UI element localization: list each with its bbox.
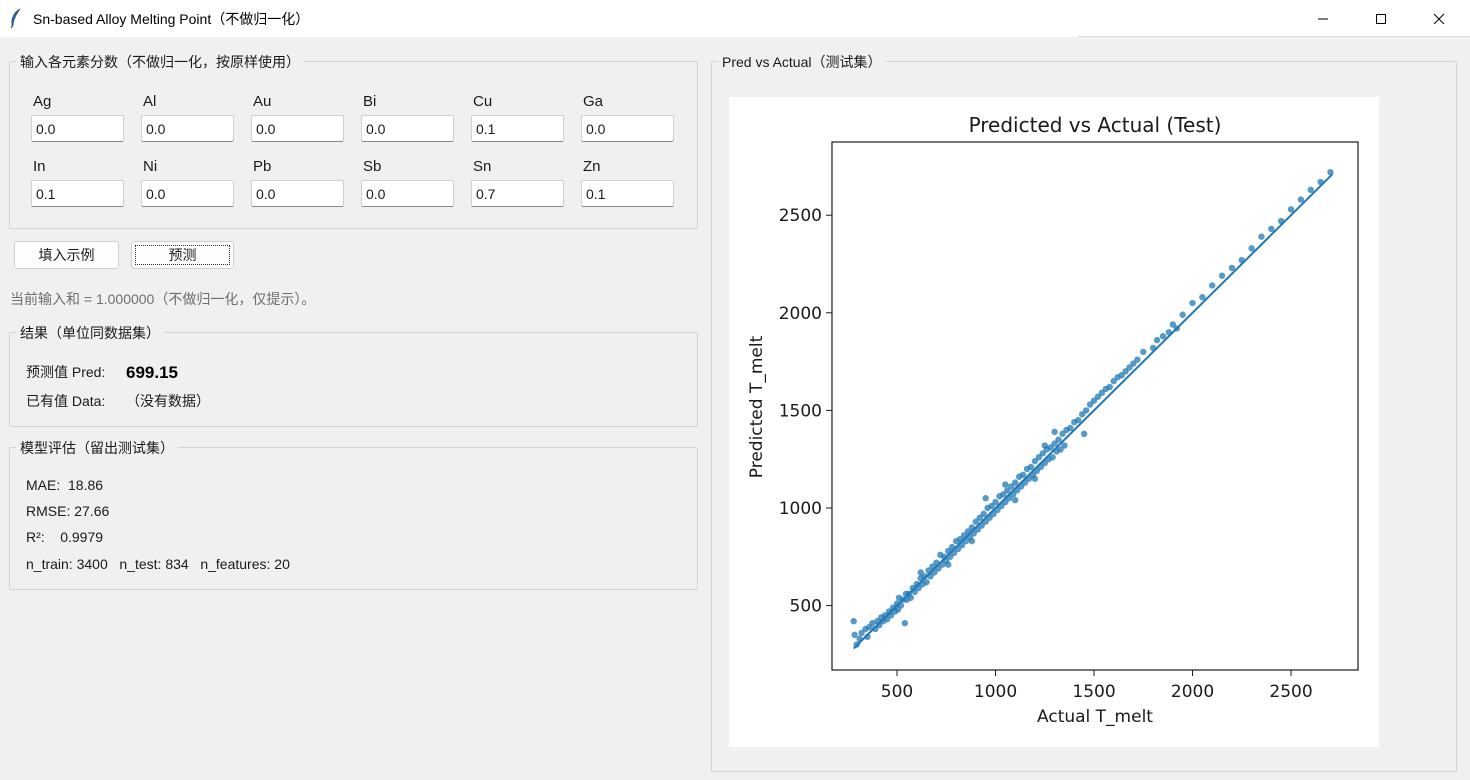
rmse-metric: RMSE: 27.66 bbox=[26, 503, 110, 519]
pred-value: 699.15 bbox=[126, 363, 178, 382]
field-label-in: In bbox=[33, 158, 46, 175]
field-label-au: Au bbox=[253, 93, 272, 110]
field-input-sb[interactable] bbox=[361, 180, 454, 207]
predict-button[interactable]: 预测 bbox=[131, 241, 234, 269]
r2-metric: R²: 0.9979 bbox=[26, 529, 104, 545]
plot-group: Pred vs Actual（测试集） bbox=[711, 52, 1457, 772]
feather-icon bbox=[10, 8, 21, 28]
field-label-bi: Bi bbox=[363, 93, 377, 110]
field-label-pb: Pb bbox=[253, 158, 272, 175]
field-input-zn[interactable] bbox=[581, 180, 674, 207]
field-input-cu[interactable] bbox=[471, 115, 564, 142]
field-input-ni[interactable] bbox=[141, 180, 234, 207]
field-label-ag: Ag bbox=[33, 93, 52, 110]
titlebar-divider bbox=[1078, 36, 1470, 37]
sum-hint: 当前输入和 = 1.000000（不做归一化，仅提示）。 bbox=[10, 291, 316, 307]
evaluation-group-title: 模型评估（留出测试集） bbox=[16, 438, 178, 458]
predict-button-label: 预测 bbox=[168, 247, 197, 263]
field-input-sn[interactable] bbox=[471, 180, 564, 207]
field-label-al: Al bbox=[143, 93, 157, 110]
window-title: Sn-based Alloy Melting Point（不做归一化） bbox=[33, 11, 310, 27]
minimize-button[interactable] bbox=[1300, 0, 1346, 37]
input-group: 输入各元素分数（不做归一化，按原样使用） bbox=[9, 52, 698, 229]
fill-example-button[interactable]: 填入示例 bbox=[14, 241, 119, 269]
field-label-sb: Sb bbox=[363, 158, 382, 175]
plot-group-title: Pred vs Actual（测试集） bbox=[718, 52, 886, 72]
field-input-al[interactable] bbox=[141, 115, 234, 142]
maximize-icon bbox=[1376, 13, 1386, 24]
field-input-pb[interactable] bbox=[251, 180, 344, 207]
field-label-ga: Ga bbox=[583, 93, 604, 110]
focus-ring bbox=[135, 245, 230, 265]
field-label-sn: Sn bbox=[473, 158, 492, 175]
field-input-ag[interactable] bbox=[31, 115, 124, 142]
field-label-zn: Zn bbox=[583, 158, 601, 175]
input-group-title: 输入各元素分数（不做归一化，按原样使用） bbox=[16, 52, 304, 72]
data-label: 已有值 Data: bbox=[26, 393, 106, 409]
plot-canvas bbox=[729, 97, 1379, 747]
maximize-button[interactable] bbox=[1358, 0, 1404, 37]
close-icon bbox=[1433, 13, 1445, 24]
minimize-icon bbox=[1318, 18, 1328, 19]
evaluation-group: 模型评估（留出测试集） bbox=[9, 438, 698, 590]
result-group-title: 结果（单位同数据集） bbox=[16, 323, 164, 343]
field-label-cu: Cu bbox=[473, 93, 493, 110]
pred-label: 预测值 Pred: bbox=[26, 364, 106, 380]
field-input-au[interactable] bbox=[251, 115, 344, 142]
result-group: 结果（单位同数据集） bbox=[9, 323, 698, 427]
title-bar: Sn-based Alloy Melting Point（不做归一化） bbox=[0, 0, 1470, 37]
field-input-in[interactable] bbox=[31, 180, 124, 207]
counts-metric: n_train: 3400 n_test: 834 n_features: 20 bbox=[26, 556, 290, 572]
field-input-bi[interactable] bbox=[361, 115, 454, 142]
field-label-ni: Ni bbox=[143, 158, 158, 175]
data-value: （没有数据） bbox=[126, 393, 210, 409]
mae-metric: MAE: 18.86 bbox=[26, 477, 104, 493]
close-button[interactable] bbox=[1416, 0, 1462, 37]
field-input-ga[interactable] bbox=[581, 115, 674, 142]
